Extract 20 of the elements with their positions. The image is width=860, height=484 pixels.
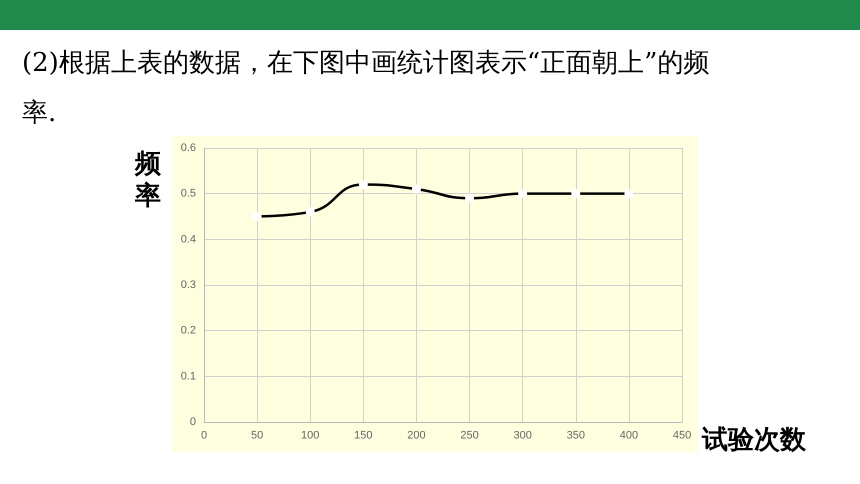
y-tick-label: 0 xyxy=(190,416,196,428)
x-tick-label: 100 xyxy=(301,430,320,442)
chart-title: (2)根据上表的数据，在下图中画统计图表示“正面朝上”的频率. xyxy=(22,47,710,130)
y-tick-label: 0.4 xyxy=(180,233,196,246)
x-tick-label: 200 xyxy=(407,430,426,442)
y-tick-label: 0.5 xyxy=(180,188,196,200)
x-tick-label: 50 xyxy=(250,430,264,442)
y-axis-title: 频率 xyxy=(134,148,162,212)
x-tick-label: 250 xyxy=(460,430,479,442)
x-tick-label: 300 xyxy=(513,430,532,442)
x-tick-label: 150 xyxy=(354,430,373,442)
x-axis-title: 试验次数 xyxy=(702,424,806,457)
y-tick-label: 0.1 xyxy=(180,370,196,382)
x-tick-label: 350 xyxy=(566,430,585,442)
y-tick-label: 0.2 xyxy=(180,324,196,337)
x-tick-label: 400 xyxy=(620,430,638,442)
y-tick-label: 0.6 xyxy=(180,142,196,154)
x-tick-label: 450 xyxy=(672,430,692,442)
x-tick-label: 0 xyxy=(200,430,208,442)
y-tick-label: 0.3 xyxy=(180,279,196,291)
